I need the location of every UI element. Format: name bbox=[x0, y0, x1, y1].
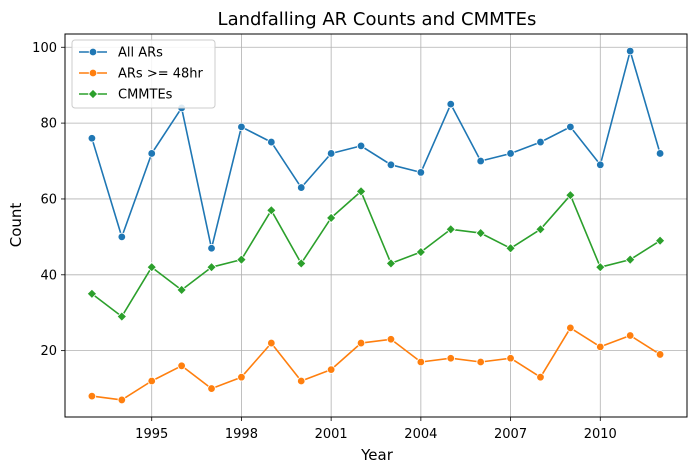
data-point bbox=[535, 224, 546, 235]
data-point bbox=[237, 372, 246, 382]
data-point bbox=[297, 183, 306, 192]
series-ars-48hr bbox=[87, 323, 665, 405]
data-point bbox=[625, 254, 636, 265]
data-point bbox=[625, 46, 635, 56]
y-tick-label: 40 bbox=[40, 268, 57, 283]
legend-marker bbox=[88, 68, 98, 78]
legend-label: CMMTEs bbox=[118, 88, 173, 103]
y-tick-label: 80 bbox=[40, 117, 57, 132]
data-point bbox=[326, 365, 336, 374]
data-point bbox=[446, 99, 455, 109]
legend-marker bbox=[88, 47, 98, 57]
data-point bbox=[296, 258, 307, 269]
data-point bbox=[566, 323, 575, 333]
data-point bbox=[86, 288, 98, 299]
data-point bbox=[325, 212, 337, 224]
series-line bbox=[91, 190, 661, 318]
legend-marker bbox=[87, 88, 99, 100]
data-point bbox=[116, 311, 127, 322]
axis-ticks: 1995 1998 2001 2004 2007 2010 20 40 60 80 100 bbox=[32, 41, 617, 442]
data-point bbox=[356, 141, 366, 151]
data-point bbox=[506, 354, 515, 363]
data-point bbox=[386, 335, 396, 344]
legend: All ARs ARs >= 48hr CMMTEs bbox=[71, 39, 216, 109]
data-point bbox=[87, 391, 97, 401]
y-tick-label: 20 bbox=[40, 344, 57, 359]
data-point bbox=[654, 235, 666, 246]
data-point bbox=[117, 232, 127, 242]
data-point bbox=[267, 137, 276, 147]
data-point bbox=[236, 254, 247, 265]
data-point bbox=[505, 243, 516, 254]
data-point bbox=[655, 149, 665, 158]
data-point bbox=[655, 350, 665, 359]
data-point bbox=[416, 168, 426, 177]
legend-box bbox=[71, 39, 216, 109]
data-point bbox=[566, 122, 575, 132]
x-tick-label: 2010 bbox=[584, 427, 617, 442]
legend-item: All ARs bbox=[79, 46, 163, 61]
y-axis-title: Count bbox=[7, 203, 25, 248]
legend-item: CMMTEs bbox=[79, 88, 173, 103]
data-point bbox=[147, 149, 156, 158]
series-cmmtes bbox=[86, 186, 666, 322]
series-line bbox=[91, 327, 661, 401]
x-tick-label: 1998 bbox=[225, 427, 258, 442]
data-point bbox=[536, 137, 545, 147]
data-point bbox=[177, 361, 186, 371]
series-group bbox=[86, 46, 666, 405]
legend-label: All ARs bbox=[118, 46, 163, 61]
data-point bbox=[476, 357, 485, 367]
series-line bbox=[91, 50, 661, 250]
data-point bbox=[625, 331, 635, 340]
data-point bbox=[297, 376, 306, 386]
data-point bbox=[237, 122, 246, 132]
data-point bbox=[117, 395, 127, 405]
legend-item: ARs >= 48hr bbox=[79, 67, 204, 82]
data-point bbox=[206, 262, 217, 273]
data-point bbox=[595, 262, 606, 273]
data-point bbox=[207, 384, 216, 393]
y-tick-label: 100 bbox=[32, 41, 57, 56]
data-point bbox=[506, 149, 515, 158]
data-point bbox=[446, 354, 455, 363]
data-point bbox=[326, 149, 336, 158]
legend-label: ARs >= 48hr bbox=[118, 67, 204, 82]
y-tick-label: 60 bbox=[40, 192, 57, 207]
data-point bbox=[356, 338, 366, 348]
data-point bbox=[415, 246, 427, 258]
data-point bbox=[355, 186, 367, 197]
data-point bbox=[385, 258, 397, 269]
x-tick-label: 2007 bbox=[494, 427, 527, 442]
data-point bbox=[146, 262, 157, 273]
data-point bbox=[416, 357, 426, 367]
data-point bbox=[176, 284, 187, 296]
data-point bbox=[87, 134, 97, 143]
data-point bbox=[596, 160, 605, 170]
x-tick-label: 1995 bbox=[135, 427, 168, 442]
data-point bbox=[445, 224, 456, 235]
data-point bbox=[565, 189, 576, 201]
x-axis-title: Year bbox=[360, 446, 394, 464]
x-tick-label: 2001 bbox=[315, 427, 348, 442]
chart-title: Landfalling AR Counts and CMMTEs bbox=[218, 9, 537, 30]
data-point bbox=[207, 244, 216, 253]
data-point bbox=[386, 160, 396, 170]
data-point bbox=[266, 205, 277, 216]
plot-area-frame bbox=[64, 33, 688, 418]
data-point bbox=[147, 376, 156, 386]
data-point bbox=[596, 342, 605, 352]
data-point bbox=[536, 372, 545, 382]
data-point bbox=[475, 227, 486, 239]
data-point bbox=[476, 156, 485, 166]
x-tick-label: 2004 bbox=[404, 427, 437, 442]
data-point bbox=[267, 338, 276, 348]
